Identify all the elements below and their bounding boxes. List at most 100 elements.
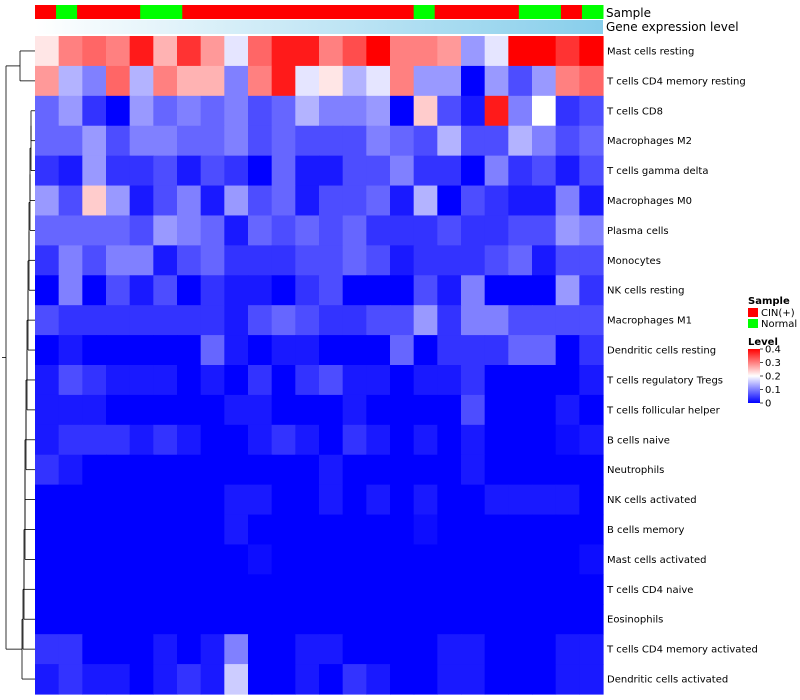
sample-annotation-cell (77, 5, 99, 19)
legend-level-tick-label: 0.3 (765, 358, 781, 369)
heatmap-cell (484, 484, 509, 516)
heatmap-cell (532, 604, 557, 635)
heatmap-cell (153, 424, 178, 456)
heatmap-cell (532, 365, 557, 396)
heatmap-cell (555, 394, 580, 426)
heatmap-cell (177, 95, 202, 127)
heatmap-cell (437, 574, 462, 605)
heatmap-cell (366, 215, 391, 246)
heatmap-cell (58, 95, 83, 127)
legend-level-title: Level (748, 337, 778, 348)
heatmap-cell (200, 365, 225, 396)
sample-annotation-cell (203, 5, 225, 19)
heatmap-cell (295, 305, 320, 336)
heatmap-cell (58, 664, 83, 695)
heatmap-cell (579, 335, 604, 366)
heatmap-cell (508, 484, 533, 516)
heatmap-cell (248, 335, 273, 366)
heatmap-cell (58, 365, 83, 396)
row-label: NK cells activated (607, 495, 697, 506)
sample-annotation-cell (224, 5, 246, 19)
heatmap-cell (58, 335, 83, 366)
heatmap-cell (366, 245, 391, 276)
heatmap-cell (390, 155, 415, 187)
heatmap-cell (271, 424, 296, 456)
sample-annotation-cell (413, 5, 436, 19)
row-label: Plasma cells (607, 226, 669, 237)
heatmap-cell (319, 604, 344, 635)
heatmap-cell (390, 394, 415, 426)
heatmap-cell (106, 664, 131, 695)
heatmap-cell (366, 484, 391, 516)
heatmap-cell (177, 215, 202, 246)
heatmap-cell (106, 484, 131, 516)
heatmap-cell (153, 394, 178, 426)
heatmap-cell (200, 95, 225, 127)
heatmap-cell (82, 454, 107, 486)
heatmap-cell (35, 305, 60, 336)
heatmap-cell (366, 544, 391, 575)
heatmap-cell (129, 155, 154, 187)
heatmap-cell (82, 36, 107, 67)
heatmap-cell (106, 544, 131, 575)
heatmap-cell (437, 514, 462, 546)
row-label: Monocytes (607, 256, 661, 267)
heatmap-cell (366, 125, 391, 157)
heatmap-cell (200, 185, 225, 217)
row-label: Eosinophils (607, 615, 663, 626)
heatmap-cell (319, 514, 344, 546)
heatmap-cell (177, 65, 202, 97)
heatmap-cell (319, 574, 344, 605)
heatmap-cell (390, 484, 415, 516)
row-label: Mast cells activated (607, 555, 706, 566)
heatmap-cell (437, 305, 462, 336)
heatmap-cell (295, 215, 320, 246)
heatmap-cell (579, 36, 604, 67)
heatmap-cell (579, 544, 604, 575)
heatmap-cell (366, 454, 391, 486)
heatmap-cell (200, 544, 225, 575)
heatmap-cell (271, 394, 296, 426)
heatmap-cell (461, 544, 486, 575)
heatmap-cell (58, 155, 83, 187)
heatmap-cell (129, 95, 154, 127)
heatmap-cell (508, 36, 533, 67)
heatmap-cell (129, 514, 154, 546)
heatmap-cell (271, 514, 296, 546)
heatmap-cell (437, 155, 462, 187)
heatmap-cell (484, 454, 509, 486)
heatmap-cell (58, 544, 83, 575)
heatmap-cell (129, 454, 154, 486)
heatmap-cell (342, 544, 367, 575)
heatmap-cell (579, 155, 604, 187)
heatmap-cell (271, 664, 296, 695)
legend-level-tick-label: 0.4 (765, 345, 781, 356)
heatmap-cell (35, 65, 60, 97)
heatmap-cell (82, 215, 107, 246)
heatmap-cell (295, 365, 320, 396)
heatmap-cell (224, 335, 249, 366)
heatmap-cell (153, 365, 178, 396)
heatmap-cell (508, 155, 533, 187)
heatmap-cell (153, 604, 178, 635)
heatmap-cell (35, 125, 60, 157)
heatmap-cell (484, 574, 509, 605)
heatmap-cell (295, 36, 320, 67)
heatmap-cell (579, 275, 604, 306)
heatmap-cell (342, 484, 367, 516)
heatmap-cell (342, 335, 367, 366)
heatmap-cell (82, 514, 107, 546)
heatmap-cell (555, 185, 580, 217)
heatmap-cell (200, 65, 225, 97)
legend-level-tick-label: 0.2 (765, 372, 781, 383)
heatmap-cell (508, 95, 533, 127)
heatmap-cell (177, 424, 202, 456)
heatmap-cell (579, 365, 604, 396)
heatmap-cell (271, 95, 296, 127)
heatmap-cell (35, 424, 60, 456)
heatmap-cell (58, 185, 83, 217)
heatmap-cell (82, 484, 107, 516)
heatmap-cell (484, 36, 509, 67)
heatmap-cell (484, 95, 509, 127)
heatmap-cell (342, 634, 367, 665)
